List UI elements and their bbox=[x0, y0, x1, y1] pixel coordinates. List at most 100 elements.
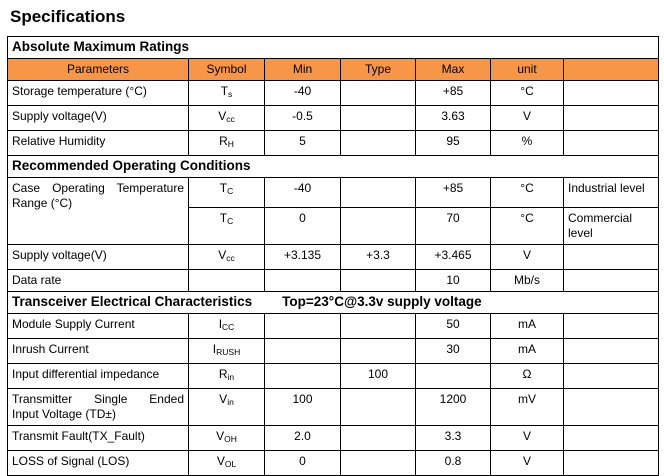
unit-cell: Mb/s bbox=[490, 269, 564, 292]
note-cell bbox=[562, 269, 660, 292]
type-cell: +3.3 bbox=[340, 244, 416, 270]
type-cell: 100 bbox=[340, 363, 416, 389]
max-cell: +85 bbox=[415, 177, 491, 208]
row-transmit-fault: Transmit Fault(TX_Fault) VOH 2.0 3.3 V bbox=[7, 425, 660, 451]
symbol-sub: in bbox=[227, 372, 235, 382]
max-cell: +85 bbox=[415, 80, 491, 106]
column-header-extra bbox=[562, 58, 660, 81]
type-cell bbox=[340, 105, 416, 131]
section-title-cell: Recommended Operating Conditions bbox=[6, 155, 660, 178]
unit-cell: V bbox=[490, 244, 564, 270]
symbol-sub: cc bbox=[226, 253, 235, 263]
symbol-cell: TC bbox=[188, 177, 265, 208]
max-cell: 0.8 bbox=[415, 450, 491, 476]
param-cell: Case Operating Temperature Range (°C) bbox=[7, 177, 189, 245]
symbol-base: V bbox=[218, 248, 227, 262]
note-cell bbox=[562, 338, 660, 364]
max-cell: 50 bbox=[415, 313, 491, 339]
type-cell bbox=[340, 338, 416, 364]
row-case-operating-temperature-industrial: Case Operating Temperature Range (°C) TC… bbox=[7, 177, 660, 245]
unit-cell: mV bbox=[490, 388, 564, 426]
type-cell bbox=[340, 207, 416, 245]
min-cell: 5 bbox=[264, 130, 341, 156]
note-cell bbox=[562, 313, 660, 339]
symbol-sub: CC bbox=[222, 322, 235, 332]
symbol-cell: Vcc bbox=[188, 105, 265, 131]
param-cell: Storage temperature (°C) bbox=[7, 80, 189, 106]
min-cell: 0 bbox=[264, 450, 341, 476]
unit-cell: °C bbox=[490, 80, 564, 106]
param-cell: Module Supply Current bbox=[7, 313, 189, 339]
symbol-base: V bbox=[218, 109, 227, 123]
row-relative-humidity: Relative Humidity RH 5 95 % bbox=[7, 130, 660, 156]
symbol-base: R bbox=[219, 134, 228, 148]
min-cell: +3.135 bbox=[264, 244, 341, 270]
max-cell: 1200 bbox=[415, 388, 491, 426]
symbol-sub: RUSH bbox=[216, 347, 241, 357]
note-cell bbox=[562, 80, 660, 106]
symbol-cell: VOL bbox=[188, 450, 265, 476]
symbol-sub: C bbox=[227, 216, 234, 226]
type-cell bbox=[340, 177, 416, 208]
type-cell bbox=[340, 313, 416, 339]
note-cell bbox=[562, 105, 660, 131]
row-case-operating-temperature-commercial: TC 0 70 °C Commercial level bbox=[8, 207, 660, 245]
symbol-sub: cc bbox=[226, 114, 235, 124]
section-header-recommended-operating-conditions: Recommended Operating Conditions bbox=[6, 155, 660, 178]
symbol-cell: Vcc bbox=[188, 244, 265, 270]
min-cell bbox=[264, 269, 341, 292]
symbol-cell: RH bbox=[188, 130, 265, 156]
type-cell bbox=[340, 269, 416, 292]
type-cell bbox=[340, 130, 416, 156]
section-header-transceiver-electrical-characteristics: Transceiver Electrical Characteristics To… bbox=[6, 291, 660, 314]
symbol-cell: ICC bbox=[188, 313, 265, 339]
symbol-base: T bbox=[219, 181, 228, 195]
row-data-rate: Data rate 10 Mb/s bbox=[7, 269, 660, 292]
type-cell bbox=[340, 450, 416, 476]
section-title: Recommended Operating Conditions bbox=[12, 158, 251, 173]
param-line2: Input Voltage (TD±) bbox=[12, 407, 116, 421]
symbol-sub: C bbox=[227, 186, 234, 196]
unit-cell: V bbox=[490, 425, 564, 451]
symbol-base: I bbox=[218, 317, 223, 331]
type-cell bbox=[340, 388, 416, 426]
note-cell: Commercial level bbox=[562, 207, 660, 245]
min-cell bbox=[264, 313, 341, 339]
column-header-row: Parameters Symbol Min Type Max unit bbox=[7, 58, 660, 81]
specifications-table: Absolute Maximum Ratings Parameters Symb… bbox=[6, 36, 660, 476]
symbol-base: V bbox=[216, 429, 225, 443]
symbol-cell: Ts bbox=[188, 80, 265, 106]
section-title-cell: Transceiver Electrical Characteristics To… bbox=[6, 291, 660, 314]
unit-cell: Ω bbox=[490, 363, 564, 389]
max-cell: 30 bbox=[415, 338, 491, 364]
param-line1: Transmitter Single Ended bbox=[12, 392, 184, 406]
type-cell bbox=[340, 80, 416, 106]
symbol-cell: IRUSH bbox=[188, 338, 265, 364]
min-cell: -0.5 bbox=[264, 105, 341, 131]
param-cell: Supply voltage(V) bbox=[7, 105, 189, 131]
max-cell: 95 bbox=[415, 130, 491, 156]
column-header-symbol: Symbol bbox=[188, 58, 265, 81]
unit-cell: mA bbox=[490, 313, 564, 339]
note-cell bbox=[562, 425, 660, 451]
column-header-unit: unit bbox=[490, 58, 564, 81]
row-supply-voltage-abs: Supply voltage(V) Vcc -0.5 3.63 V bbox=[7, 105, 660, 131]
symbol-base: V bbox=[216, 454, 225, 468]
note-cell bbox=[562, 244, 660, 270]
symbol-base: T bbox=[220, 84, 229, 98]
min-cell: -40 bbox=[264, 80, 341, 106]
row-inrush-current: Inrush Current IRUSH 30 mA bbox=[7, 338, 660, 364]
section-title: Transceiver Electrical Characteristics bbox=[12, 294, 253, 309]
symbol-base: V bbox=[219, 392, 228, 406]
symbol-sub: OH bbox=[224, 434, 237, 444]
symbol-cell: VOH bbox=[188, 425, 265, 451]
max-cell bbox=[415, 363, 491, 389]
note-cell bbox=[562, 388, 660, 426]
note-cell bbox=[562, 130, 660, 156]
param-line1: Case Operating Temperature bbox=[12, 181, 184, 195]
max-cell: +3.465 bbox=[415, 244, 491, 270]
param-cell: Transmitter Single Ended Input Voltage (… bbox=[7, 388, 189, 426]
max-cell: 3.3 bbox=[415, 425, 491, 451]
unit-cell: % bbox=[490, 130, 564, 156]
column-header-parameters: Parameters bbox=[7, 58, 189, 81]
